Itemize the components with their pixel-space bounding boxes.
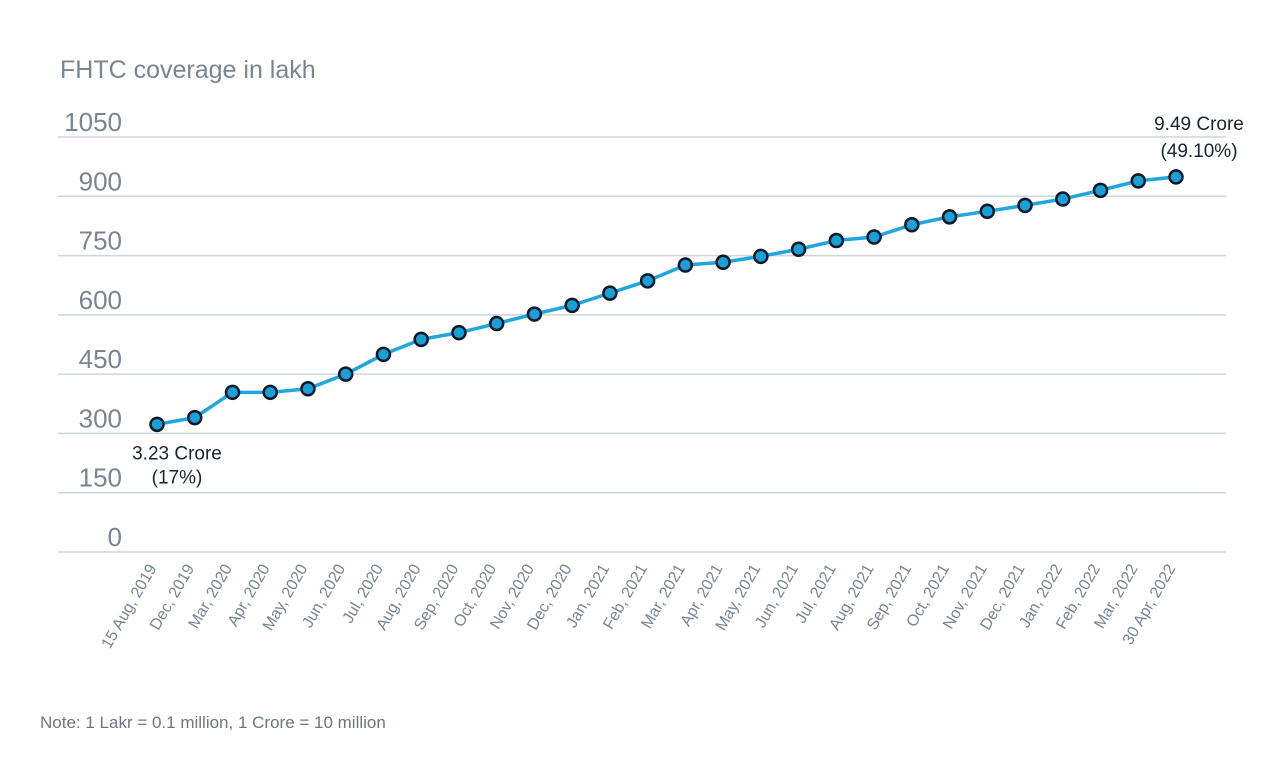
data-point	[1055, 191, 1071, 207]
data-point	[564, 297, 580, 314]
y-tick-label: 150	[79, 463, 122, 493]
data-point	[413, 331, 429, 348]
data-point	[375, 346, 392, 363]
data-point	[149, 416, 165, 433]
y-tick-label: 0	[108, 522, 122, 552]
data-point	[979, 203, 996, 220]
data-point	[451, 324, 467, 341]
data-point	[300, 381, 316, 397]
annotation-label: 9.49 Crore	[1154, 114, 1244, 135]
data-point	[1092, 182, 1109, 199]
data-point	[677, 257, 694, 273]
data-point	[526, 306, 543, 322]
data-point	[866, 229, 882, 245]
annotation-label: 3.23 Crore	[132, 443, 222, 464]
data-point	[1130, 173, 1147, 189]
data-point	[488, 315, 505, 332]
y-tick-label: 450	[79, 344, 122, 374]
data-point	[790, 241, 807, 257]
y-tick-label: 300	[79, 403, 122, 433]
data-point	[828, 232, 845, 249]
footnote: Note: 1 Lakr = 0.1 million, 1 Crore = 10…	[40, 713, 386, 732]
annotation-label: (17%)	[152, 467, 203, 488]
data-point	[1168, 169, 1184, 185]
y-tick-label: 750	[79, 226, 122, 256]
data-point	[715, 254, 731, 271]
series-line	[156, 175, 1177, 427]
data-point	[337, 366, 354, 382]
data-point	[1017, 197, 1033, 214]
data-point	[941, 209, 958, 225]
data-point	[904, 216, 920, 233]
data-point	[753, 248, 769, 265]
annotation-label: (49.10%)	[1160, 141, 1237, 162]
data-point	[639, 273, 656, 289]
data-point	[262, 384, 278, 401]
data-point	[602, 285, 618, 301]
y-axis-label: FHTC coverage in lakh	[60, 56, 316, 84]
data-point	[224, 384, 241, 401]
y-tick-label: 900	[79, 166, 122, 196]
x-tick-label: 15 Aug, 2019	[99, 561, 161, 651]
y-tick-label: 1050	[64, 107, 122, 137]
y-tick-label: 600	[79, 285, 122, 315]
data-point	[186, 409, 203, 426]
